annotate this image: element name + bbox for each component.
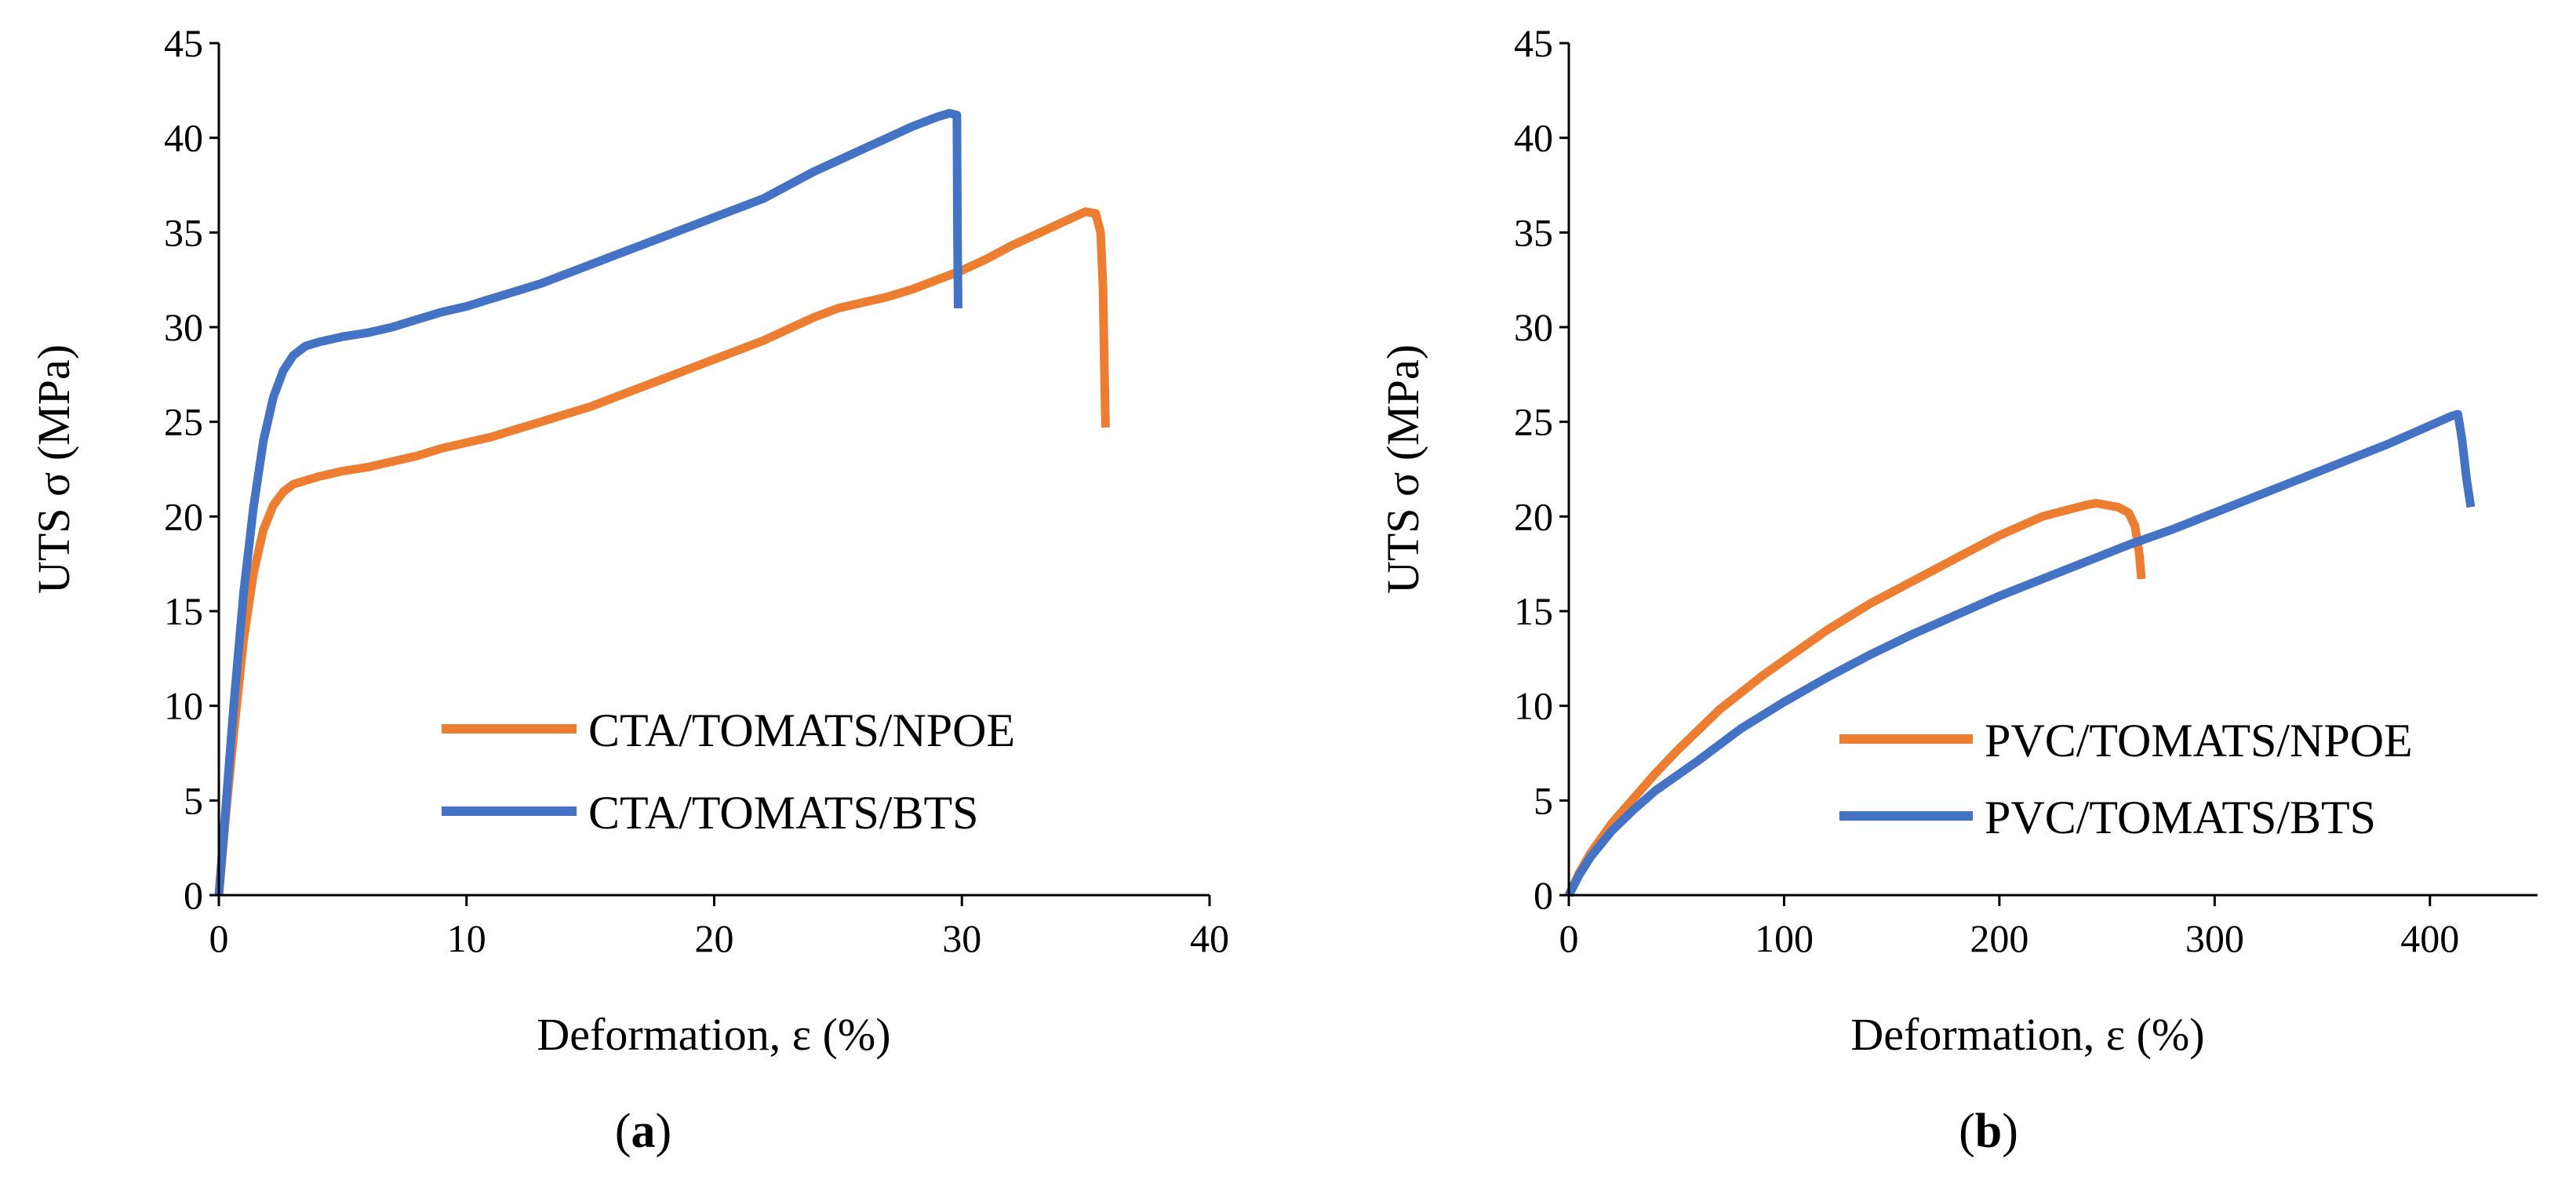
x-tick-label-b-4: 400 (2400, 916, 2459, 960)
y-tick-label-b-0: 0 (1534, 873, 1553, 917)
y-tick-label-b-4: 20 (1514, 494, 1553, 538)
y-tick-label-a-3: 15 (164, 589, 203, 633)
y-axis-title-b: UTS σ (MPa) (1377, 344, 1428, 594)
y-tick-label-a-9: 45 (164, 21, 203, 65)
panel-label-a-letter: a (631, 1105, 656, 1158)
panel-label-a-close: ) (656, 1105, 672, 1158)
x-axis-title-b: Deformation, ε (%) (1850, 1009, 2204, 1060)
series-line-a-1 (214, 108, 962, 896)
chart-panel-b: 0 5 10 15 20 25 30 35 40 45 0 100 200 300 400 Deforma… (1377, 21, 2538, 1158)
x-tick-label-b-1: 100 (1755, 916, 1814, 960)
x-tick-label-a-2: 20 (695, 916, 734, 960)
y-tick-label-b-3: 15 (1514, 589, 1553, 633)
legend-a: CTA/TOMATS/NPOE CTA/TOMATS/BTS (442, 705, 1015, 839)
series-line-b-1 (1565, 410, 2476, 898)
x-tick-label-b-2: 200 (1970, 916, 2028, 960)
x-tick-label-b-3: 300 (2185, 916, 2244, 960)
y-tick-label-b-9: 45 (1514, 21, 1553, 65)
y-tick-label-a-7: 35 (164, 210, 203, 254)
legend-label-cta-npoe: CTA/TOMATS/NPOE (588, 705, 1015, 756)
y-tick-label-b-1: 5 (1534, 778, 1553, 822)
x-ticks-a: 0 10 20 30 40 (209, 895, 1229, 960)
series-line-b-0 (1565, 498, 2146, 898)
y-tick-label-b-8: 40 (1514, 116, 1553, 160)
panel-label-b-close: ) (2002, 1105, 2018, 1158)
series-layer-b (1565, 410, 2476, 898)
legend-b: PVC/TOMATS/NPOE PVC/TOMATS/BTS (1839, 715, 2413, 843)
y-tick-label-a-0: 0 (184, 873, 203, 917)
x-ticks-b: 0 100 200 300 400 (1559, 895, 2459, 960)
y-ticks-b: 0 5 10 15 20 25 30 35 40 45 (1514, 21, 1569, 917)
x-tick-label-a-4: 40 (1190, 916, 1229, 960)
y-axis-title-a: UTS σ (MPa) (28, 344, 79, 594)
x-tick-label-a-3: 30 (942, 916, 981, 960)
y-tick-label-b-5: 25 (1514, 400, 1553, 444)
x-tick-label-b-0: 0 (1559, 916, 1579, 960)
y-tick-label-b-7: 35 (1514, 210, 1553, 254)
y-tick-label-b-2: 10 (1514, 684, 1553, 728)
y-tick-label-a-1: 5 (184, 778, 203, 822)
y-tick-label-b-6: 30 (1514, 305, 1553, 349)
legend-label-pvc-bts: PVC/TOMATS/BTS (1985, 792, 2376, 843)
y-tick-label-a-8: 40 (164, 116, 203, 160)
x-tick-label-a-1: 10 (447, 916, 486, 960)
y-tick-label-a-5: 25 (164, 400, 203, 444)
y-tick-label-a-6: 30 (164, 305, 203, 349)
y-tick-label-a-2: 10 (164, 684, 203, 728)
legend-label-cta-bts: CTA/TOMATS/BTS (588, 787, 979, 839)
series-line-a-0 (214, 207, 1110, 896)
panel-label-b: (b) (1959, 1105, 2018, 1158)
chart-panel-a: 0 5 10 15 20 25 30 35 40 45 0 10 20 30 40 Deformation… (28, 21, 1229, 1158)
y-tick-label-a-4: 20 (164, 494, 203, 538)
panel-label-b-open: ( (1959, 1105, 1975, 1158)
legend-label-pvc-npoe: PVC/TOMATS/NPOE (1985, 715, 2413, 766)
panel-label-a-open: ( (615, 1105, 631, 1158)
panel-label-a: (a) (615, 1105, 671, 1158)
x-axis-title-a: Deformation, ε (%) (537, 1009, 890, 1060)
panel-label-b-letter: b (1975, 1105, 2002, 1158)
x-tick-label-a-0: 0 (209, 916, 229, 960)
y-ticks-a: 0 5 10 15 20 25 30 35 40 45 (164, 21, 219, 917)
series-layer-a (214, 108, 1110, 896)
